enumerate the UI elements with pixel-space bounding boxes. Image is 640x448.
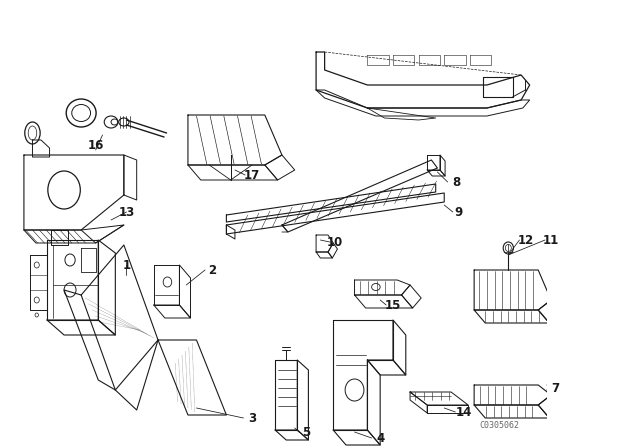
- Text: 11: 11: [543, 233, 559, 246]
- Text: 15: 15: [385, 298, 401, 311]
- Text: 4: 4: [376, 431, 384, 444]
- Text: 7: 7: [551, 382, 559, 395]
- Text: 9: 9: [454, 206, 463, 219]
- Text: 13: 13: [118, 206, 134, 219]
- Text: 2: 2: [208, 263, 216, 276]
- Text: C0305062: C0305062: [479, 421, 520, 430]
- Text: 1: 1: [122, 258, 131, 271]
- Text: 16: 16: [88, 138, 104, 151]
- Text: 14: 14: [456, 405, 472, 418]
- Text: 12: 12: [517, 233, 534, 246]
- Text: 8: 8: [452, 176, 460, 189]
- Text: 5: 5: [301, 426, 310, 439]
- Text: 10: 10: [327, 236, 343, 249]
- Text: 17: 17: [244, 168, 260, 181]
- Text: 3: 3: [248, 412, 256, 425]
